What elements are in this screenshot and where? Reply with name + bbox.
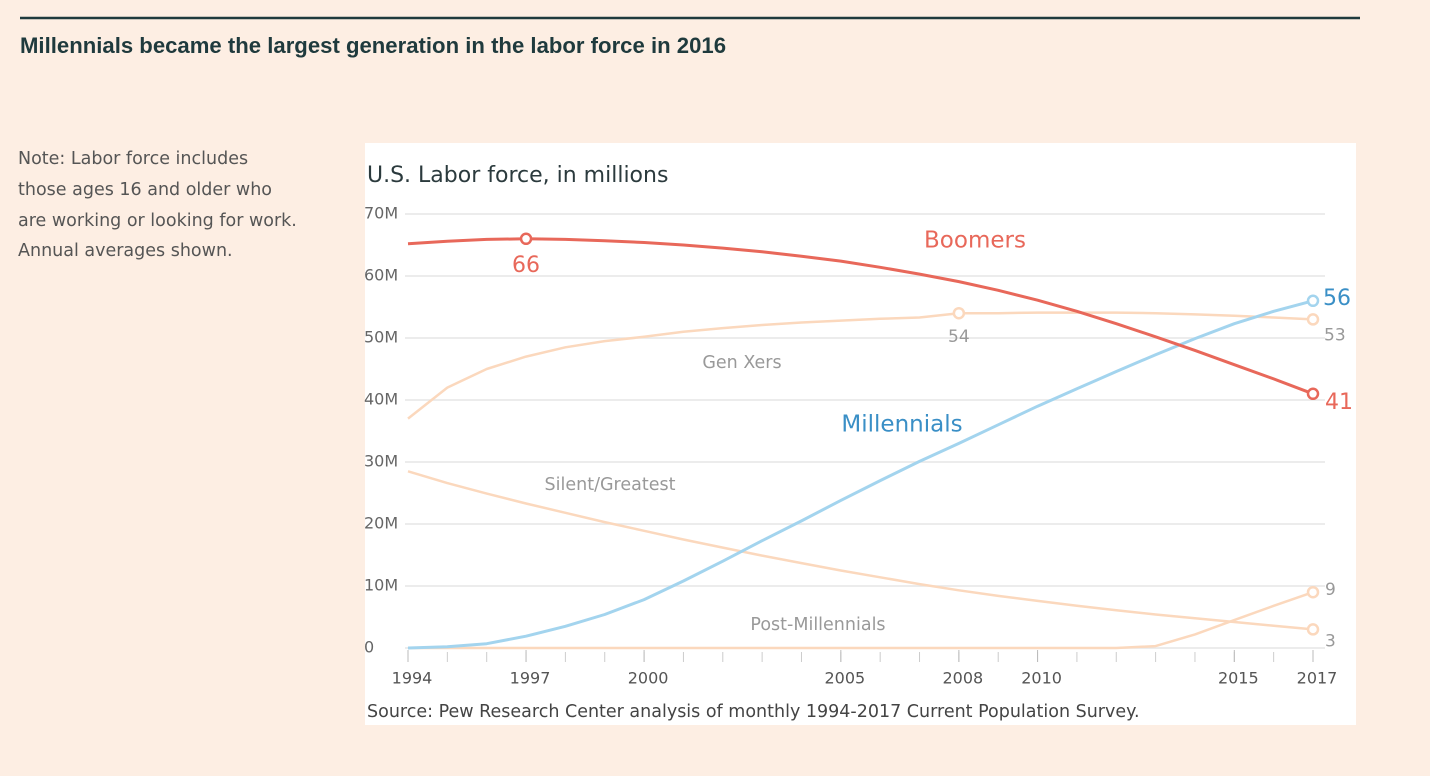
value-label: 41 [1325,390,1353,415]
series-line [407,470,1314,631]
value-label: 56 [1323,286,1351,311]
series-label: Post-Millennials [750,615,885,635]
x-tick-label: 2005 [824,669,865,688]
series-label: Gen Xers [702,353,781,373]
series-line [407,311,1314,420]
value-label: 53 [1324,325,1346,345]
x-tick-label: 2008 [943,669,984,688]
value-label: 66 [512,253,540,278]
point-marker [1306,387,1320,401]
note-line: are working or looking for work. [18,211,297,231]
series-line [408,591,1314,650]
x-tick-label: 2015 [1218,669,1259,688]
y-tick-label: 70M [364,204,398,223]
note-line: those ages 16 and older who [18,180,272,200]
x-tick-label: 1997 [510,669,551,688]
value-label: 9 [1325,580,1336,600]
x-tick-label: 2010 [1021,669,1062,688]
note-line: Note: Labor force includes [18,149,248,169]
y-tick-label: 0 [364,638,374,657]
series-line [407,299,1314,650]
y-tick-label: 60M [364,266,398,285]
note-line: Annual averages shown. [18,241,233,261]
y-tick-label: 40M [364,390,398,409]
series-label: Silent/Greatest [545,475,676,495]
series-label: Millennials [841,412,962,438]
y-tick-label: 30M [364,452,398,471]
x-tick-label: 1994 [392,669,433,688]
point-marker [952,306,966,320]
y-tick-label: 10M [364,576,398,595]
x-tick-label: 2000 [628,669,669,688]
value-label: 54 [948,327,970,347]
point-marker [1306,585,1320,599]
note: Note: Labor force includes those ages 16… [18,149,297,261]
value-label: 3 [1325,631,1336,651]
x-tick-label: 2017 [1297,669,1338,688]
series-label: Boomers [924,228,1026,254]
point-marker [519,232,533,246]
chart-title: U.S. Labor force, in millions [367,163,668,188]
y-tick-label: 50M [364,328,398,347]
point-marker [1306,623,1320,636]
y-tick-label: 20M [364,514,398,533]
source: Source: Pew Research Center analysis of … [367,702,1140,722]
page-title: Millennials became the largest generatio… [20,33,726,58]
point-marker [1306,313,1320,326]
point-marker [1306,294,1320,308]
plot: 0 10M 20M 30M 40M 50M 60M 70M 1994 1997 2000 2005 20… [364,204,1353,688]
series-line [407,237,1314,396]
